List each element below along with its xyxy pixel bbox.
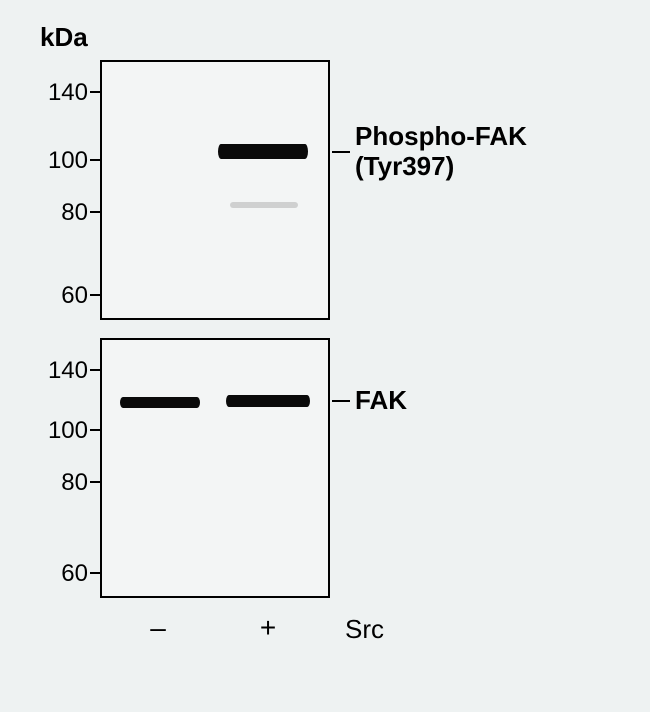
label-line2: (Tyr397) <box>355 151 454 181</box>
units-label: kDa <box>40 22 88 53</box>
tick-label: 60 <box>38 560 88 588</box>
tick-mark <box>90 159 100 161</box>
band-phospho-fak <box>218 144 308 159</box>
lane-minus: – <box>138 612 178 644</box>
tick-mark <box>90 572 100 574</box>
tick-mark <box>90 91 100 93</box>
tick-mark <box>90 429 100 431</box>
blot-panel-bottom <box>100 338 330 598</box>
label-connector <box>332 400 350 402</box>
band-faint <box>230 202 298 208</box>
lane-plus: + <box>248 612 288 644</box>
tick-label: 100 <box>38 147 88 175</box>
phospho-fak-label: Phospho-FAK (Tyr397) <box>355 122 527 182</box>
band-fak-lane2 <box>226 395 310 407</box>
tick-label: 80 <box>38 199 88 227</box>
tick-label: 140 <box>38 79 88 107</box>
tick-mark <box>90 211 100 213</box>
condition-label: Src <box>345 614 384 645</box>
tick-mark <box>90 369 100 371</box>
tick-mark <box>90 481 100 483</box>
tick-label: 100 <box>38 417 88 445</box>
label-line1: Phospho-FAK <box>355 121 527 151</box>
tick-mark <box>90 294 100 296</box>
band-fak-lane1 <box>120 397 200 408</box>
tick-label: 80 <box>38 469 88 497</box>
label-connector <box>332 151 350 153</box>
tick-label: 60 <box>38 282 88 310</box>
tick-label: 140 <box>38 357 88 385</box>
western-blot-figure: kDa 140 100 80 60 Phospho-FAK (Tyr397) 1… <box>0 0 650 712</box>
fak-label: FAK <box>355 386 407 416</box>
blot-panel-top <box>100 60 330 320</box>
